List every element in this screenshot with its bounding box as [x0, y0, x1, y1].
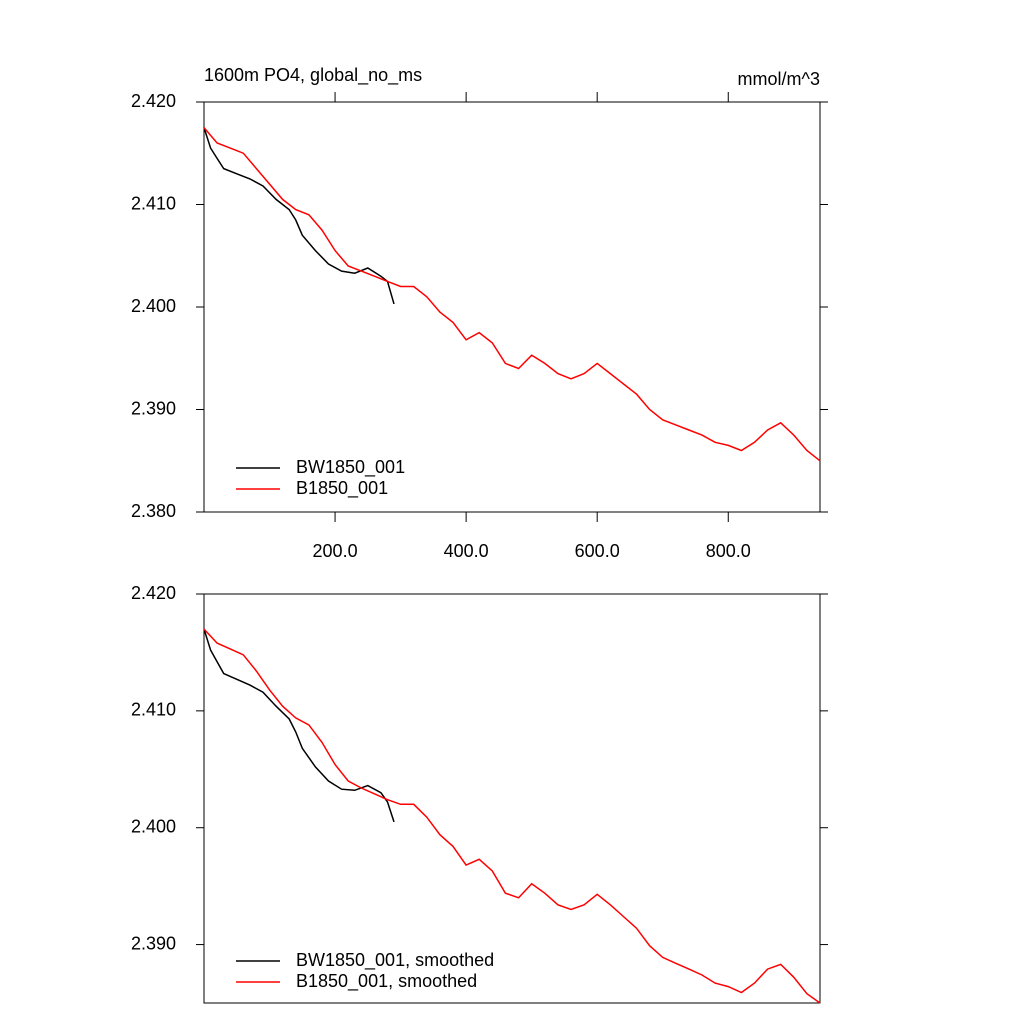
legend-label: B1850_001: [296, 478, 388, 499]
legend-label: B1850_001, smoothed: [296, 971, 477, 992]
y-tick-label: 2.380: [131, 501, 176, 521]
x-tick-label: 200.0: [313, 541, 358, 561]
x-tick-label: 800.0: [706, 541, 751, 561]
x-tick-label: 400.0: [444, 541, 489, 561]
y-tick-label: 2.410: [131, 700, 176, 720]
y-tick-label: 2.410: [131, 193, 176, 213]
x-tick-label: 600.0: [575, 541, 620, 561]
y-tick-label: 2.400: [131, 816, 176, 836]
y-tick-label: 2.390: [131, 398, 176, 418]
y-tick-label: 2.390: [131, 933, 176, 953]
plot-frame: [203, 593, 821, 1004]
y-tick-label: 2.420: [131, 583, 176, 603]
y-tick-label: 2.420: [131, 91, 176, 111]
y-tick-label: 2.400: [131, 296, 176, 316]
data-line: [203, 127, 395, 305]
legend-label: BW1850_001: [296, 457, 405, 478]
units-label: mmol/m^3: [738, 69, 820, 89]
plot-frame: [203, 101, 821, 513]
data-line: [203, 628, 821, 1004]
data-line: [203, 127, 821, 462]
data-line: [203, 628, 395, 823]
legend-label: BW1850_001, smoothed: [296, 950, 494, 971]
chart-title: 1600m PO4, global_no_ms: [204, 65, 422, 86]
